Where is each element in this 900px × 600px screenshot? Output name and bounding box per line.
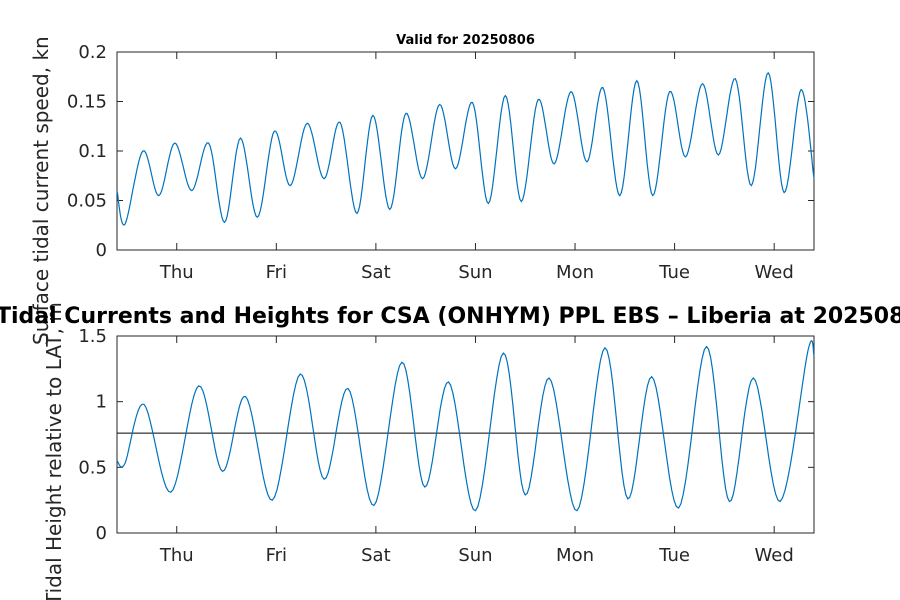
tidal-height-y-tick-label: 0 xyxy=(96,523,107,544)
current-speed-x-tick-label: Mon xyxy=(556,262,594,283)
current-speed-x-tick-label: Tue xyxy=(658,262,690,283)
tidal-height-y-axis-label: Tidal Height relative to LAT, m xyxy=(42,302,66,600)
tidal-height-title: Tidal Currents and Heights for CSA (ONHY… xyxy=(0,304,900,329)
current-speed-y-ticks: 0 0.05 0.1 0.15 0.2 xyxy=(67,42,814,261)
current-speed-x-tick-label: Sat xyxy=(361,262,391,283)
tidal-height-series-line xyxy=(116,340,815,512)
tidal-height-panel: 0 0.5 1 1.5 Thu Fri Sat Sun Mon Tue Wed xyxy=(78,326,815,566)
tidal-height-x-tick-label: Sat xyxy=(361,545,391,566)
current-speed-series-line xyxy=(116,71,815,226)
tidal-height-y-tick-label: 1 xyxy=(96,392,107,413)
tidal-height-y-tick-label: 0.5 xyxy=(78,457,107,478)
current-speed-y-tick-label: 0 xyxy=(96,240,107,261)
tidal-height-x-tick-label: Fri xyxy=(266,545,287,566)
current-speed-y-tick-label: 0.05 xyxy=(67,191,107,212)
tidal-height-x-tick-label: Sun xyxy=(458,545,492,566)
tidal-height-y-tick-label: 1.5 xyxy=(78,326,107,347)
current-speed-y-tick-label: 0.1 xyxy=(78,141,107,162)
current-speed-y-tick-label: 0.2 xyxy=(78,42,107,63)
tidal-height-x-ticks: Thu Fri Sat Sun Mon Tue Wed xyxy=(159,336,794,566)
current-speed-x-tick-label: Fri xyxy=(266,262,287,283)
current-speed-y-tick-label: 0.15 xyxy=(67,92,107,113)
current-speed-title: Valid for 20250806 xyxy=(396,33,535,48)
current-speed-axes-box xyxy=(116,51,815,251)
current-speed-panel: 0 0.05 0.1 0.15 0.2 Thu Fri Sat Sun Mon Tue Wed Va… xyxy=(67,33,815,283)
tidal-height-axes-box xyxy=(116,335,815,534)
current-speed-x-ticks: Thu Fri Sat Sun Mon Tue Wed xyxy=(159,52,794,283)
tidal-height-x-tick-label: Wed xyxy=(755,545,794,566)
tidal-height-x-tick-label: Tue xyxy=(658,545,690,566)
tidal-height-x-tick-label: Thu xyxy=(159,545,194,566)
current-speed-x-tick-label: Sun xyxy=(458,262,492,283)
current-speed-x-tick-label: Thu xyxy=(159,262,194,283)
tidal-height-y-ticks: 0 0.5 1 1.5 xyxy=(78,326,814,544)
current-speed-x-tick-label: Wed xyxy=(755,262,794,283)
current-speed-y-axis-label: Surface tidal current speed, kn xyxy=(29,36,53,345)
tidal-height-x-tick-label: Mon xyxy=(556,545,594,566)
